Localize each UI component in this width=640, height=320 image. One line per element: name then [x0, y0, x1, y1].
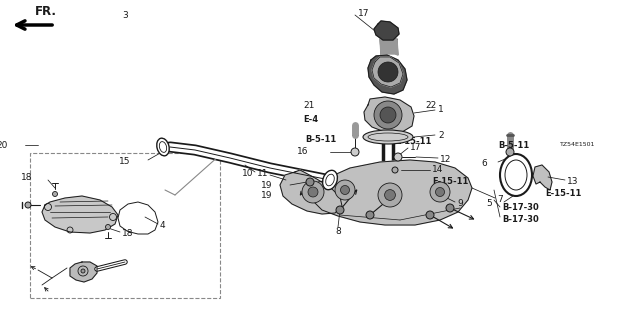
Circle shape: [302, 181, 324, 203]
Polygon shape: [280, 170, 342, 214]
Polygon shape: [533, 165, 552, 190]
Text: 22: 22: [425, 100, 436, 109]
Circle shape: [446, 204, 454, 212]
Circle shape: [52, 191, 58, 196]
Polygon shape: [364, 97, 414, 132]
Polygon shape: [70, 262, 97, 282]
Text: 19: 19: [260, 180, 272, 189]
Text: 21: 21: [303, 100, 314, 109]
Circle shape: [392, 167, 398, 173]
Text: 17: 17: [410, 143, 422, 153]
Circle shape: [340, 186, 349, 195]
Text: 18: 18: [122, 228, 134, 237]
Text: TZ54E1501: TZ54E1501: [560, 142, 595, 148]
Polygon shape: [312, 160, 472, 225]
Circle shape: [426, 211, 434, 219]
Text: 12: 12: [440, 155, 451, 164]
Text: 10: 10: [241, 169, 253, 178]
Text: 20: 20: [0, 140, 8, 149]
Text: 6: 6: [481, 159, 487, 169]
Circle shape: [308, 187, 318, 197]
Text: 11: 11: [257, 170, 269, 179]
Text: E-15-11: E-15-11: [395, 138, 431, 147]
Bar: [30, 153, 220, 298]
Text: 13: 13: [567, 177, 579, 186]
Circle shape: [435, 188, 445, 196]
Circle shape: [378, 62, 398, 82]
Text: 7: 7: [497, 195, 503, 204]
Text: 1: 1: [438, 106, 444, 115]
Text: E-15-11: E-15-11: [545, 189, 581, 198]
Polygon shape: [374, 21, 399, 40]
Text: 15: 15: [118, 157, 130, 166]
Text: 17: 17: [358, 9, 369, 18]
Circle shape: [430, 182, 450, 202]
Polygon shape: [380, 38, 398, 55]
Circle shape: [81, 269, 85, 273]
Text: 14: 14: [432, 165, 444, 174]
Text: E-15-11: E-15-11: [432, 178, 468, 187]
Circle shape: [335, 180, 355, 200]
Circle shape: [385, 189, 396, 200]
Text: E-4: E-4: [303, 116, 318, 124]
Circle shape: [394, 153, 402, 161]
Circle shape: [374, 101, 402, 129]
Text: 9: 9: [457, 198, 463, 207]
Text: 16: 16: [296, 148, 308, 156]
Ellipse shape: [157, 138, 169, 156]
Text: 18: 18: [20, 173, 32, 182]
Circle shape: [366, 211, 374, 219]
Polygon shape: [368, 55, 407, 94]
Text: FR.: FR.: [35, 5, 57, 18]
Ellipse shape: [363, 130, 413, 144]
Circle shape: [378, 183, 402, 207]
Text: 15: 15: [342, 187, 353, 196]
Text: B-5-11: B-5-11: [498, 140, 529, 149]
Circle shape: [106, 225, 111, 229]
Text: B-17-30: B-17-30: [502, 215, 539, 225]
Circle shape: [351, 148, 359, 156]
Circle shape: [380, 107, 396, 123]
Text: 19: 19: [260, 190, 272, 199]
Text: 5: 5: [486, 199, 492, 209]
Text: 8: 8: [335, 228, 341, 236]
Polygon shape: [372, 57, 403, 87]
Text: B-5-11: B-5-11: [305, 135, 336, 145]
Text: B-17-30: B-17-30: [502, 204, 539, 212]
Text: 3: 3: [122, 11, 128, 20]
Circle shape: [336, 206, 344, 214]
Circle shape: [306, 178, 314, 186]
Polygon shape: [42, 196, 118, 233]
Text: 4: 4: [160, 221, 166, 230]
Ellipse shape: [323, 170, 337, 190]
Circle shape: [25, 202, 31, 208]
Text: 2: 2: [438, 131, 444, 140]
Ellipse shape: [500, 154, 532, 196]
Circle shape: [506, 148, 514, 156]
